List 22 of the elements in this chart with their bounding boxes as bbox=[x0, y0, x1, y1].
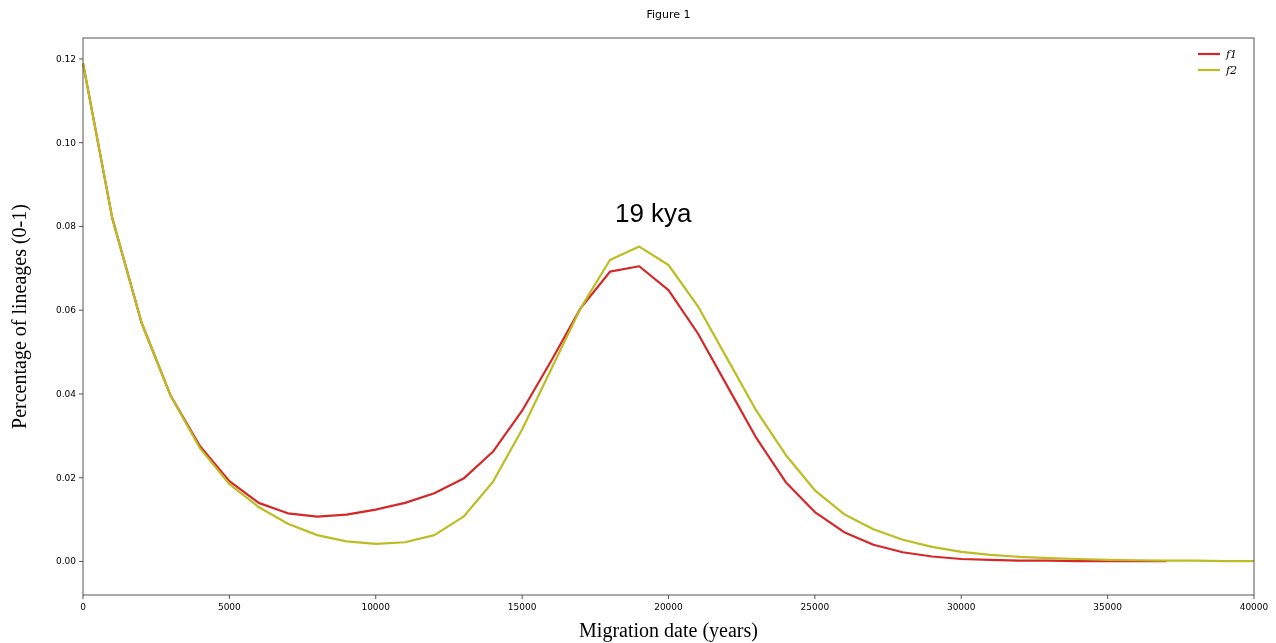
x-tick-label: 20000 bbox=[654, 602, 684, 612]
y-tick-label: 0.04 bbox=[55, 388, 77, 399]
x-tick-label: 25000 bbox=[800, 602, 830, 612]
y-tick-label: 0.12 bbox=[55, 53, 76, 64]
x-tick-label: 35000 bbox=[1093, 602, 1123, 612]
legend-label: f1 bbox=[1225, 48, 1238, 61]
y-tick-label: 0.10 bbox=[55, 137, 77, 148]
y-tick-label: 0.08 bbox=[55, 221, 77, 232]
y-tick-label: 0.00 bbox=[55, 556, 77, 567]
x-tick-label: 30000 bbox=[946, 602, 976, 612]
x-tick-label: 40000 bbox=[1239, 602, 1269, 612]
x-tick-label: 5000 bbox=[217, 602, 242, 612]
y-tick-label: 0.06 bbox=[55, 305, 77, 316]
x-tick-label: 15000 bbox=[507, 602, 537, 612]
chart-title: Figure 1 bbox=[646, 8, 691, 21]
x-axis-title: Migration date (years) bbox=[579, 619, 758, 642]
y-axis-title: Percentage of lineages (0-1) bbox=[8, 204, 31, 429]
annotation: 19 kya bbox=[614, 197, 693, 228]
x-tick-label: 10000 bbox=[361, 602, 391, 612]
x-tick-label: 0 bbox=[80, 602, 87, 612]
legend-label: f2 bbox=[1225, 64, 1238, 77]
y-tick-label: 0.02 bbox=[55, 472, 76, 483]
